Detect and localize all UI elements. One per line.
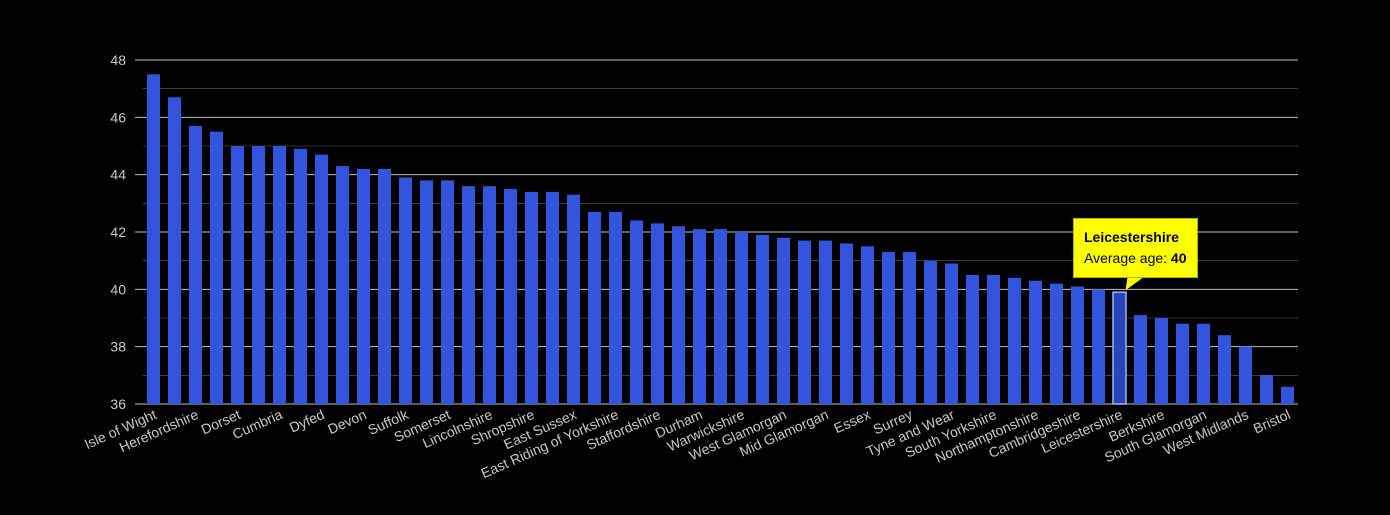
bar[interactable] (692, 229, 707, 404)
tooltip: Leicestershire Average age: 40 (1073, 218, 1198, 278)
bar-layer (146, 74, 1295, 405)
bar[interactable] (1070, 286, 1085, 404)
x-tick-label: Bristol (1251, 406, 1293, 436)
bar[interactable] (755, 234, 770, 404)
bar[interactable] (482, 186, 497, 404)
bar[interactable] (1238, 346, 1253, 404)
bar[interactable] (902, 252, 917, 404)
bar[interactable] (461, 186, 476, 404)
bar[interactable] (587, 211, 602, 404)
y-tick-label: 38 (110, 339, 126, 355)
y-tick-label: 36 (110, 396, 126, 412)
bar[interactable] (503, 189, 518, 404)
bar[interactable] (629, 220, 644, 404)
bar[interactable] (188, 125, 203, 404)
bar[interactable] (230, 146, 245, 404)
bar[interactable] (524, 191, 539, 404)
bar[interactable] (356, 168, 371, 404)
bar[interactable] (608, 211, 623, 404)
bar[interactable] (797, 240, 812, 404)
bar[interactable] (251, 146, 266, 404)
bar[interactable] (1175, 323, 1190, 404)
bar[interactable] (335, 166, 350, 404)
x-tick-label: Devon (325, 406, 368, 437)
bar[interactable] (839, 243, 854, 404)
bar[interactable] (1154, 318, 1169, 404)
bar[interactable] (986, 275, 1001, 404)
bar[interactable] (818, 240, 833, 404)
bar[interactable] (566, 194, 581, 404)
bar[interactable] (314, 154, 329, 404)
bar[interactable] (377, 168, 392, 404)
tooltip-body: Average age: 40 (1084, 248, 1187, 269)
bar-highlighted[interactable] (1112, 291, 1127, 405)
y-tick-label: 46 (110, 109, 126, 125)
bar[interactable] (398, 177, 413, 404)
bar[interactable] (1007, 277, 1022, 404)
bar[interactable] (293, 148, 308, 404)
bar[interactable] (1259, 375, 1274, 404)
bar[interactable] (146, 74, 161, 404)
bar[interactable] (167, 97, 182, 405)
tooltip-pointer (1125, 274, 1148, 291)
tooltip-label: Average age: (1084, 250, 1168, 266)
y-axis: 36 38 40 42 44 46 48 (110, 52, 126, 412)
bar[interactable] (923, 260, 938, 404)
bar[interactable] (860, 246, 875, 404)
tooltip-title: Leicestershire (1084, 229, 1179, 245)
y-tick-label: 48 (110, 52, 126, 68)
bar[interactable] (965, 275, 980, 404)
x-tick-label: Dyfed (287, 406, 327, 435)
bar[interactable] (650, 223, 665, 404)
bar[interactable] (419, 180, 434, 404)
bar[interactable] (944, 263, 959, 404)
bar[interactable] (1049, 283, 1064, 404)
bar[interactable] (272, 146, 287, 404)
bar[interactable] (881, 252, 896, 404)
bar[interactable] (713, 229, 728, 404)
bar[interactable] (734, 232, 749, 404)
bar[interactable] (776, 237, 791, 404)
bar[interactable] (1196, 323, 1211, 404)
bar[interactable] (1091, 289, 1106, 404)
bar[interactable] (545, 191, 560, 404)
y-tick-label: 44 (110, 167, 126, 183)
bar[interactable] (1133, 315, 1148, 404)
tooltip-value: 40 (1170, 250, 1187, 266)
x-tick-label: Essex (831, 406, 872, 436)
y-tick-label: 40 (110, 281, 126, 297)
bar[interactable] (671, 226, 686, 404)
bar[interactable] (209, 131, 224, 404)
bar[interactable] (1217, 335, 1232, 404)
bar[interactable] (440, 180, 455, 404)
bar[interactable] (1028, 280, 1043, 404)
bar[interactable] (1280, 386, 1295, 404)
y-tick-label: 42 (110, 224, 126, 240)
